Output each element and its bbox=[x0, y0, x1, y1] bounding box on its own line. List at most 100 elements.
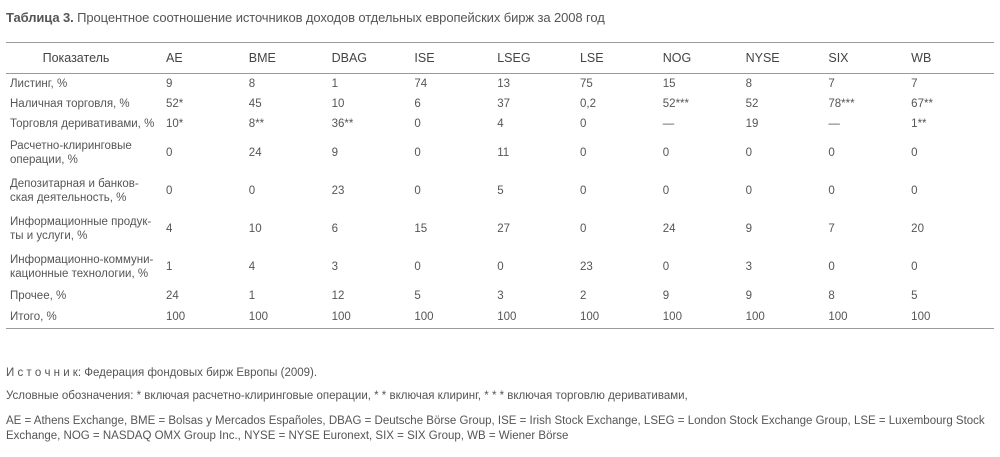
table-cell: 52* bbox=[166, 98, 184, 110]
table-cell: 0 bbox=[662, 185, 670, 197]
table-cell: 9 bbox=[662, 290, 670, 302]
source-label: И с т о ч н и к: bbox=[6, 367, 82, 379]
table-cell: 0 bbox=[911, 261, 918, 273]
table-row: Информационно-коммуни-кационные технолог… bbox=[6, 248, 994, 286]
table-cell: 1 bbox=[166, 261, 173, 273]
table-cell: 0 bbox=[497, 261, 504, 273]
table-row: Торговля деривативами, % 10* 8** 36** 0 4 0 — 19… bbox=[6, 114, 994, 134]
table-cell: 1 bbox=[248, 290, 256, 302]
table-cell: 13 bbox=[497, 78, 510, 90]
table-caption-label: Таблица 3. bbox=[6, 10, 74, 25]
table-row: Итого, % 100 100 100 100 100 100 100 100 100 100 bbox=[6, 306, 994, 329]
table-cell: 0 bbox=[166, 185, 173, 197]
header-bme: BME bbox=[248, 42, 332, 74]
table-cell: 3 bbox=[331, 261, 338, 273]
header-lseg: LSEG bbox=[497, 42, 580, 74]
table-row: Прочее, % 24 1 12 5 3 2 9 9 8 5 bbox=[6, 286, 994, 306]
table-cell: 0 bbox=[579, 147, 587, 159]
source-text: Федерация фондовых бирж Европы (2009). bbox=[81, 367, 318, 379]
row-label: Листинг, % bbox=[10, 78, 68, 90]
header-ise: ISE bbox=[414, 42, 498, 74]
table-cell: 0 bbox=[414, 118, 421, 130]
table-cell: 20 bbox=[911, 223, 924, 235]
table-cell: 23 bbox=[331, 185, 345, 197]
table-cell: 74 bbox=[414, 78, 428, 90]
table-cell: 100 bbox=[911, 306, 994, 329]
table-cell: 0 bbox=[166, 147, 173, 159]
table-body: Листинг, % 9 8 1 74 13 75 15 8 7 7 Наличная торговл… bbox=[6, 74, 994, 329]
table-cell: 4 bbox=[166, 223, 173, 235]
table-cell: 3 bbox=[497, 290, 504, 302]
table-cell: 5 bbox=[911, 290, 918, 302]
table-cell: 0 bbox=[579, 185, 587, 197]
table-cell: 100 bbox=[166, 306, 249, 329]
table-cell: 0 bbox=[745, 185, 752, 197]
table-cell: 1** bbox=[911, 118, 927, 130]
header-nog: NOG bbox=[662, 42, 746, 74]
header-lse: LSE bbox=[579, 42, 663, 74]
header-nyse: NYSE bbox=[745, 42, 829, 74]
table-cell: 5 bbox=[497, 185, 504, 197]
table-cell: 75 bbox=[579, 78, 593, 90]
table-cell: 0 bbox=[579, 118, 587, 130]
table-cell: 10 bbox=[331, 98, 345, 110]
header-dbag: DBAG bbox=[331, 42, 415, 74]
table-cell: 0 bbox=[745, 147, 752, 159]
header-wb: WB bbox=[911, 42, 994, 74]
table-cell: 52 bbox=[745, 98, 759, 110]
row-label: Информационно-коммуни-кационные технолог… bbox=[10, 254, 154, 280]
table-cell: 0,2 bbox=[579, 98, 596, 110]
table-cell: 10* bbox=[166, 118, 184, 130]
table-container: Показатель AE BME DBAG ISE LSEG LSE NOG NYSE SIX W… bbox=[6, 42, 994, 329]
table-cell: 7 bbox=[828, 223, 835, 235]
abbreviations-note: AE = Athens Exchange, BME = Bolsas y Mer… bbox=[6, 415, 985, 442]
header-ae: AE bbox=[166, 42, 249, 74]
table-cell: 9 bbox=[166, 78, 173, 90]
table-row: Листинг, % 9 8 1 74 13 75 15 8 7 7 bbox=[6, 74, 994, 95]
header-six: SIX bbox=[828, 42, 912, 74]
table-cell: 15 bbox=[414, 223, 428, 235]
table-row: Информационные продук-ты и услуги, % 4 10 6… bbox=[6, 210, 994, 248]
table-cell: 12 bbox=[331, 290, 345, 302]
table-cell: 100 bbox=[414, 306, 498, 329]
table-cell: 0 bbox=[414, 261, 421, 273]
table-cell: 0 bbox=[414, 147, 421, 159]
conventions-note: Условные обозначения: * включая расчетно… bbox=[6, 390, 688, 402]
table-cell: 0 bbox=[828, 261, 835, 273]
table-cell: 4 bbox=[497, 118, 504, 130]
row-label: Информационные продук-ты и услуги, % bbox=[10, 216, 152, 242]
table-cell: 10 bbox=[248, 223, 262, 235]
table-cell: 6 bbox=[414, 98, 421, 110]
table-cell: 0 bbox=[911, 147, 918, 159]
table-cell: 52*** bbox=[662, 98, 689, 110]
table-cell: 0 bbox=[414, 185, 421, 197]
table-cell: 11 bbox=[497, 147, 510, 159]
table-cell: 0 bbox=[828, 185, 835, 197]
table-cell: 3 bbox=[745, 261, 752, 273]
table-cell: — bbox=[828, 118, 840, 130]
table-cell: — bbox=[662, 118, 675, 130]
source-note: И с т о ч н и к: Федерация фондовых бирж… bbox=[6, 366, 994, 381]
table-caption: Таблица 3. Процентное соотношение источн… bbox=[6, 10, 605, 25]
table-cell: 67** bbox=[911, 98, 933, 110]
table-cell: 9 bbox=[745, 223, 752, 235]
table-cell: 0 bbox=[828, 147, 835, 159]
row-label: Прочее, % bbox=[10, 290, 67, 302]
table-cell: 24 bbox=[248, 147, 262, 159]
row-label: Наличная торговля, % bbox=[10, 98, 130, 110]
table-cell: 100 bbox=[497, 306, 580, 329]
row-label: Депозитарная и банков-ская деятельность,… bbox=[10, 178, 139, 204]
row-label: Итого, % bbox=[6, 306, 166, 329]
table-cell: 0 bbox=[662, 147, 670, 159]
row-label: Торговля деривативами, % bbox=[10, 118, 155, 130]
table-cell: 27 bbox=[497, 223, 510, 235]
table-cell: 24 bbox=[166, 290, 179, 302]
table-cell: 2 bbox=[579, 290, 587, 302]
table-cell: 4 bbox=[248, 261, 256, 273]
table-cell: 37 bbox=[497, 98, 510, 110]
table-cell: 100 bbox=[828, 306, 912, 329]
table-cell: 78*** bbox=[828, 98, 855, 110]
table-cell: 8** bbox=[248, 118, 265, 130]
table-row: Расчетно-клиринговые операции, % 0 24 9 0 11 0 0… bbox=[6, 134, 994, 172]
table-cell: 9 bbox=[331, 147, 338, 159]
